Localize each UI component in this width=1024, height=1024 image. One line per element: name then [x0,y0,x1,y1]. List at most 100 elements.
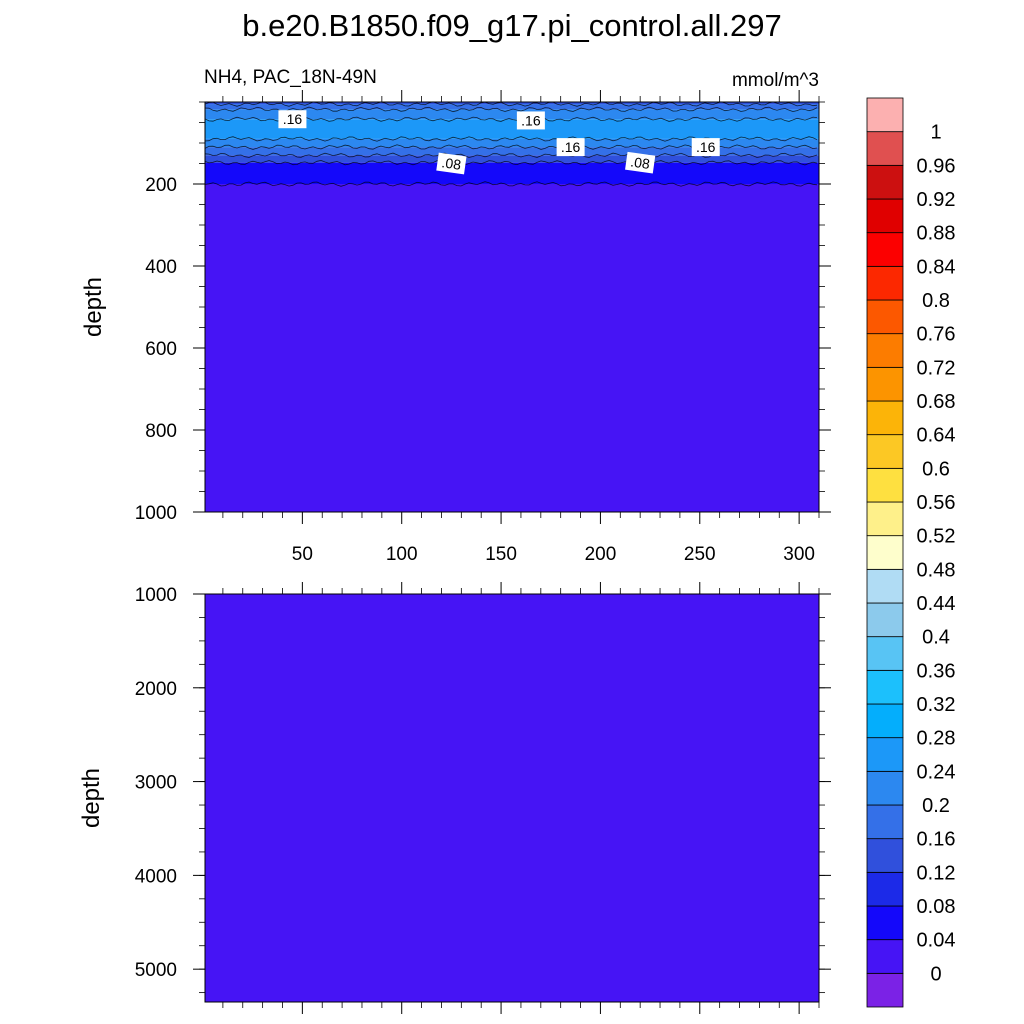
colorbar-label: 0.92 [917,189,956,211]
colorbar-box [866,905,904,941]
colorbar-label: 0.88 [917,223,956,245]
colorbar-box [866,366,904,402]
colorbar-label: 0.4 [922,627,950,649]
x-tick-label: 150 [485,544,517,565]
contour-label-text: .16 [283,111,303,127]
contour-label: .16 [516,111,545,130]
upper-y-axis-label: depth [80,277,107,337]
colorbar-label: 0.24 [917,761,956,783]
colorbar-box [866,871,904,907]
contour-band [205,184,819,512]
x-tick-label: 100 [386,544,418,565]
colorbar-box [866,568,904,604]
y-tick-label: 1000 [135,585,177,606]
colorbar-label: 0.2 [922,795,950,817]
lower-y-axis-label: depth [78,768,105,828]
colorbar-box [866,838,904,873]
contour-band [205,138,819,148]
contour-band [205,594,819,1002]
contour-band [205,109,819,120]
x-tick-label: 50 [292,544,313,565]
lower-panel-ticks: 1000 2000 3000 4000 5000 [135,582,831,1014]
contour-label: .08 [436,152,467,175]
upper-panel-ticks: 200 400 600 800 1000 50 100 150 200 250 300 [135,90,831,565]
y-tick-label: 3000 [135,773,177,794]
y-tick-label: 2000 [135,679,177,700]
colorbar-label: 0 [930,963,941,985]
colorbar-box [866,265,904,301]
colorbar-box [866,737,904,772]
colorbar-box [866,602,904,638]
colorbar-box [866,636,904,671]
colorbar-label: 0.84 [917,256,956,278]
colorbar-label: 0.04 [917,930,956,952]
colorbar-label: 0.68 [917,391,956,413]
colorbar-box [866,434,904,469]
colorbar-box [866,703,904,739]
colorbar-box [866,770,904,806]
contour-label-text: .16 [521,112,541,128]
colorbar-box [866,669,904,705]
colorbar-label: 0.52 [917,526,956,548]
colorbar-box [866,131,904,166]
colorbar-label: 0.56 [917,492,956,514]
colorbar-label: 0.96 [917,155,956,177]
contour-label: .16 [556,138,585,157]
plot-frame [204,593,820,1003]
panel-subtitle: NH4, PAC_18N-49N [204,67,377,88]
contour-label: .16 [691,138,720,157]
contour-band [205,102,819,105]
x-tick-label: 300 [783,544,815,565]
x-tick-label: 200 [585,544,617,565]
colorbar-box [866,972,904,1008]
colorbar-label: 0.36 [917,660,956,682]
colorbar-label: 0.48 [917,559,956,581]
colorbar-box [866,939,904,974]
colorbar-label: 0.32 [917,694,956,716]
contour-band [205,155,819,163]
lower-panel: 1000 2000 3000 4000 5000 depth [78,582,831,1014]
colorbar-label: 0.28 [917,728,956,750]
colorbar-label: 0.8 [922,290,950,312]
y-tick-label: 800 [145,421,177,442]
contour-band [205,104,819,110]
colorbar-label: 0.16 [917,829,956,851]
colorbar-label: 0.76 [917,324,956,346]
y-tick-label: 400 [145,257,177,278]
contour-label-text: .08 [629,153,651,172]
contour-line [204,101,818,107]
colorbar-box [866,299,904,335]
contour-label-text: .16 [696,139,716,155]
contour-line [204,181,818,187]
colorbar-box [866,333,904,368]
y-tick-label: 600 [145,339,177,360]
x-tick-label: 250 [684,544,716,565]
y-tick-label: 4000 [135,866,177,887]
colorbar-box [866,400,904,436]
lower-panel-bands [204,593,820,1003]
y-tick-label: 1000 [135,503,177,524]
units-label: mmol/m^3 [732,70,819,91]
colorbar-box [866,535,904,570]
contour-band [205,119,819,139]
contour-label-text: .16 [561,139,581,155]
colorbar-label: 0.44 [917,593,956,615]
contour-label: .16 [278,110,307,129]
colorbar-box [866,501,904,537]
y-tick-label: 5000 [135,960,177,981]
contour-band [205,162,819,184]
contour-label: .08 [625,151,656,174]
contour-line [204,116,818,122]
colorbar-box [866,198,904,234]
upper-panel-contour-labels: .16 .16 .16 .16 .08 .08 [278,110,720,175]
colorbar: 0 0.04 0.08 0.12 0.16 0.2 0.24 0.28 0.32 0.36 0.4 0… [866,97,956,1008]
colorbar-box [866,97,904,133]
y-tick-label: 200 [145,175,177,196]
colorbar-box [866,804,904,840]
colorbar-box [866,467,904,503]
contour-line [204,159,818,166]
colorbar-box [866,232,904,267]
contour-band [205,147,819,156]
colorbar-box [866,164,904,200]
